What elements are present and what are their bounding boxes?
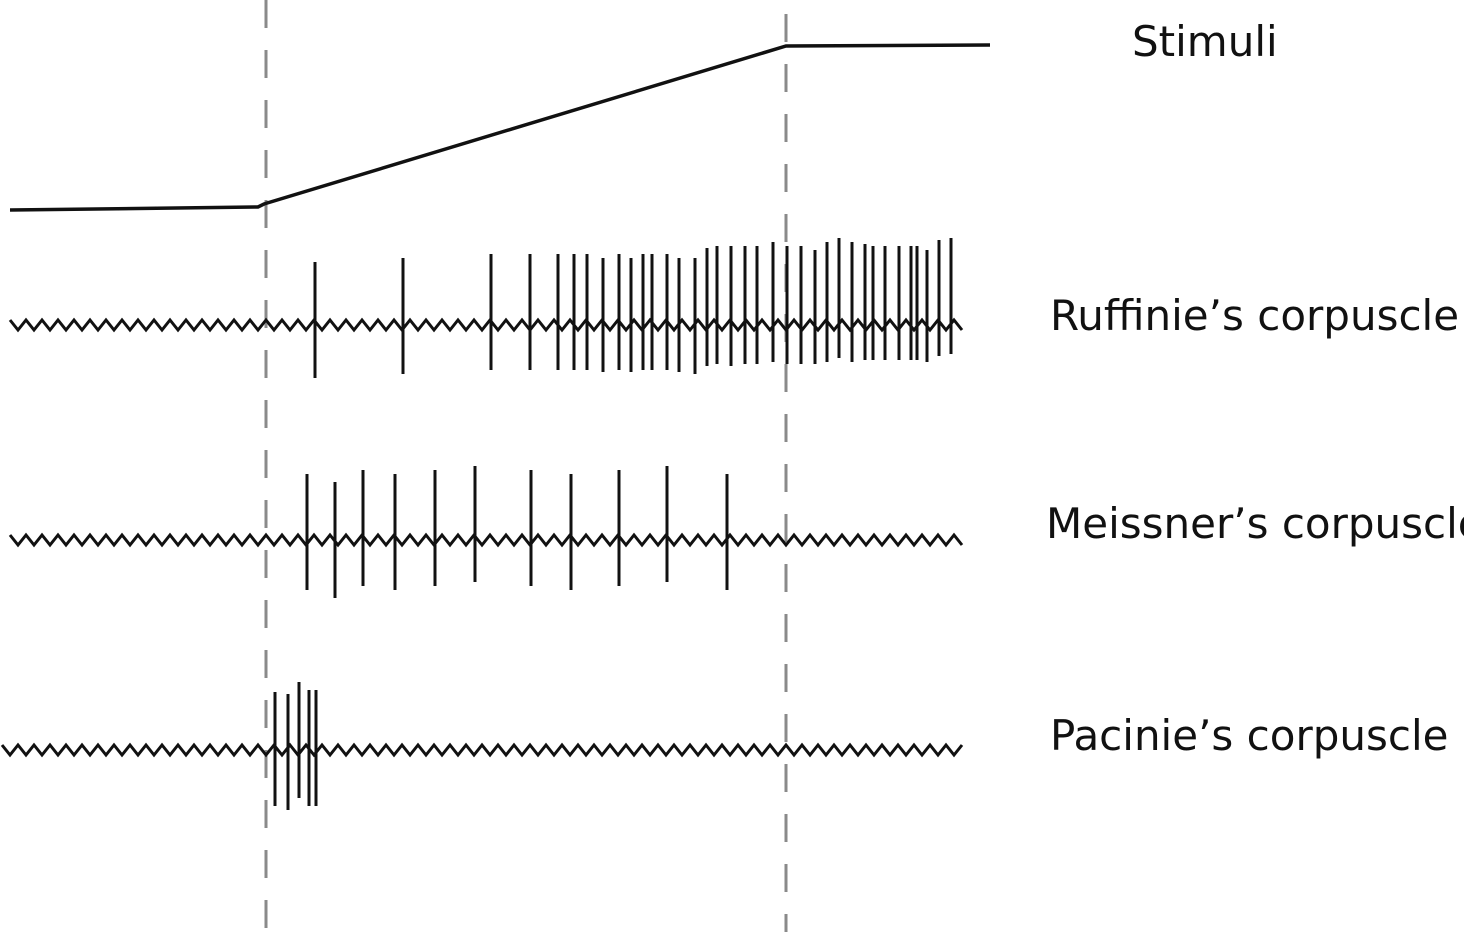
meissner-label: Meissner’s corpuscle — [1046, 499, 1464, 548]
ruffini-response-row: Ruffinie’s corpuscle — [8, 238, 1459, 378]
ruffini-label: Ruffinie’s corpuscle — [1050, 291, 1459, 340]
meissner-baseline — [8, 532, 964, 548]
pacini-label: Pacinie’s corpuscle — [1050, 711, 1448, 760]
stimulus-trace — [9, 43, 991, 212]
pacini-response-row: Pacinie’s corpuscle — [0, 682, 1448, 810]
ruffini-spike-train — [313, 238, 953, 378]
pacini-baseline — [0, 742, 964, 758]
meissner-spike-train — [305, 466, 729, 598]
ruffini-baseline — [8, 317, 964, 333]
stimulus-label: Stimuli — [1132, 17, 1278, 66]
pacini-spike-train — [273, 682, 318, 810]
meissner-response-row: Meissner’s corpuscle — [8, 466, 1464, 598]
